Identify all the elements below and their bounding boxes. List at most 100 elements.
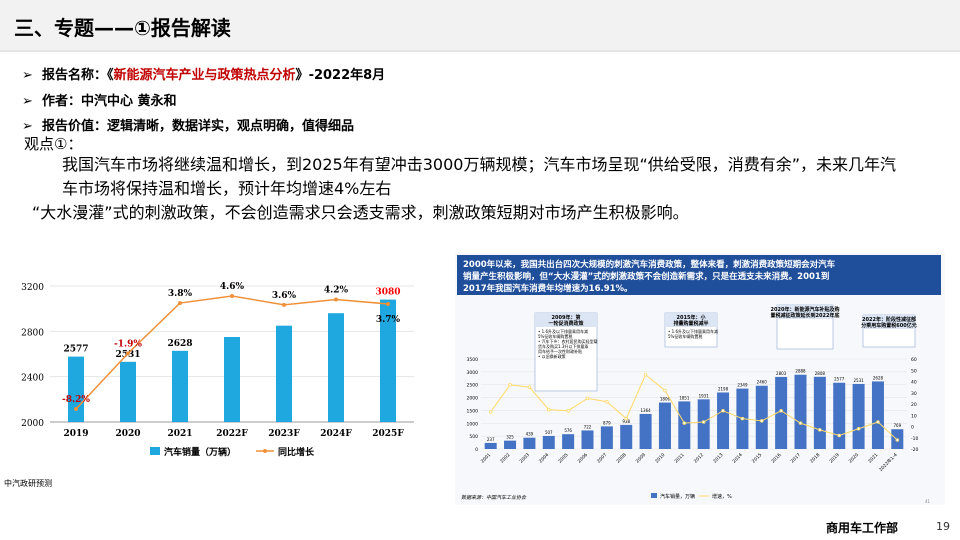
bar-data-label: 576 <box>564 428 572 433</box>
callout-item: 5%征收车辆购置税 <box>668 333 702 339</box>
bar <box>328 313 344 422</box>
x-tick-label: 2004 <box>538 452 550 464</box>
value-text: 逻辑清晰，数据详实，观点明确，值得细品 <box>107 119 355 134</box>
bar <box>717 392 730 449</box>
title-divider <box>0 50 960 52</box>
bar-data-label: 2460 <box>757 380 768 385</box>
bar <box>523 437 536 449</box>
growth-point <box>701 420 706 424</box>
growth-point <box>585 396 590 401</box>
bar <box>813 376 826 449</box>
x-tick-label: 2017 <box>790 452 802 464</box>
bar-data-label: 3080 <box>375 288 400 298</box>
quote-open: 《 <box>107 68 114 83</box>
bar <box>562 434 575 449</box>
bar <box>600 426 613 449</box>
growth-point <box>605 399 609 404</box>
growth-point <box>126 351 130 356</box>
quote-close: 》 <box>295 68 309 83</box>
bar <box>697 399 710 449</box>
x-tick-label: 2013 <box>712 452 724 464</box>
banner-text-line: 2017年我国汽车消费年均增速为16.91%。 <box>463 283 633 294</box>
y-tick-label: 2500 <box>467 383 479 389</box>
bullet-label: 报告价值： <box>42 119 108 134</box>
left-chart: 2000240028003200257720192531202026282021… <box>4 258 444 490</box>
x-tick-label: 2006 <box>577 452 589 464</box>
right-chart-svg: 2000年以来，我国共出台四次大规模的刺激汽车消费政策，整体来看，刺激消费政策短… <box>457 255 941 504</box>
growth-point <box>895 438 900 442</box>
bullet-author: ➢ 作者：中汽中心 黄永和 <box>22 90 177 109</box>
growth-point <box>230 294 234 298</box>
x-tick-label: 2019 <box>828 452 840 464</box>
callout-item: • 汽车下乡：农村居民购买轻型载 <box>538 338 598 344</box>
legend-line-marker <box>263 449 267 453</box>
y2-tick-label: 0 <box>911 425 914 431</box>
bar <box>224 337 240 422</box>
growth-point <box>566 408 570 413</box>
x-tick-label: 2021 <box>167 429 192 439</box>
growth-point <box>282 302 286 307</box>
legend-bar-label: 汽车销量，万辆 <box>660 493 695 500</box>
growth-data-label: -1.9% <box>114 339 142 349</box>
x-tick-label: 2015 <box>751 452 763 464</box>
bar <box>542 435 555 449</box>
callout-title: 2015年：小 <box>677 314 706 321</box>
growth-point <box>508 383 512 387</box>
growth-point <box>334 297 338 302</box>
bar-data-label: 2888 <box>795 369 806 374</box>
bar-data-label: 1364 <box>640 408 651 413</box>
bar-data-label: 439 <box>526 432 534 437</box>
growth-line <box>490 373 898 441</box>
bar <box>120 361 136 422</box>
bar <box>639 413 652 449</box>
y-tick-label: 1000 <box>467 421 479 427</box>
bar-data-label: 938 <box>622 419 630 424</box>
legend-bar-label: 汽车销量（万辆） <box>164 446 236 458</box>
growth-point <box>740 416 745 421</box>
callout-header <box>665 313 717 327</box>
y2-tick-label: 40 <box>911 380 917 386</box>
arrow-bullet-icon: ➢ <box>22 119 33 134</box>
x-tick-label: 2005 <box>557 452 569 464</box>
y-tick-label: 3000 <box>467 370 479 376</box>
callout-item: 货车及购买1.3升以下排量乘 <box>538 343 588 349</box>
viewpoint-line2: “大水漫灌”式的刺激政策，不会创造需求只会透支需求，刺激政策短期对市场产生积极影… <box>32 203 689 222</box>
x-tick-label: 2014 <box>731 452 743 464</box>
bar <box>581 430 594 449</box>
callout-title: 2009年：第 <box>552 314 581 321</box>
title-bar: 三、专题——①报告解读 <box>0 0 960 51</box>
legend-line-label: 增速，% <box>712 493 732 500</box>
growth-point <box>643 372 648 377</box>
bar <box>833 382 846 449</box>
bar-data-label: 2628 <box>873 375 884 380</box>
bar-data-label: 2577 <box>834 377 845 382</box>
bar <box>276 325 292 422</box>
bar-data-label: 507 <box>545 430 553 435</box>
growth-point <box>856 426 861 431</box>
report-name: 新能源汽车产业与政策热点分析 <box>113 68 296 83</box>
arrow-bullet-icon: ➢ <box>22 94 33 109</box>
bar <box>172 350 188 422</box>
growth-point <box>178 301 182 306</box>
growth-point <box>386 301 390 306</box>
y-tick-label: 3200 <box>21 283 44 293</box>
growth-point <box>837 433 842 438</box>
x-tick-label: 2001 <box>480 452 492 464</box>
legend-bar-swatch <box>651 493 657 498</box>
y2-tick-label: 50 <box>911 368 917 374</box>
growth-point <box>759 419 764 423</box>
growth-data-label: 3.8% <box>168 289 193 299</box>
bar <box>68 356 84 422</box>
x-tick-label: 2012 <box>693 452 705 464</box>
y-tick-label: 2000 <box>467 396 479 402</box>
bar-data-label: 2803 <box>776 371 787 376</box>
x-tick-label: 2020 <box>115 429 140 439</box>
bar-data-label: 2531 <box>853 378 864 383</box>
growth-point <box>798 421 803 425</box>
y-tick-label: 3500 <box>467 357 479 363</box>
bar-data-label: 2577 <box>63 345 88 355</box>
callout-title: 一轮促消费政策 <box>548 320 584 327</box>
x-tick-label: 2011 <box>673 452 685 464</box>
bar <box>484 442 497 449</box>
growth-data-label: 3.7% <box>376 315 401 325</box>
